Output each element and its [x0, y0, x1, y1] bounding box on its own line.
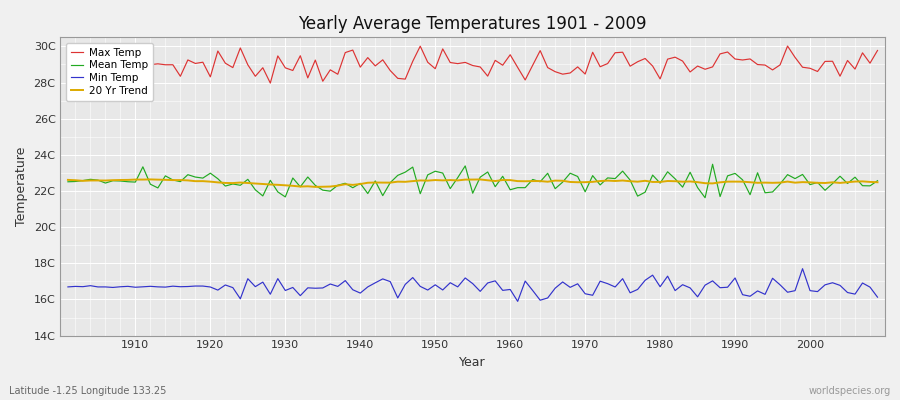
Max Temp — [340, 50, 351, 55]
20 Yr Trend — [609, 178, 620, 183]
20 Yr Trend — [295, 184, 306, 189]
Max Temp — [505, 52, 516, 57]
Mean Temp — [505, 187, 516, 192]
20 Yr Trend — [310, 184, 320, 189]
Min Temp — [62, 284, 73, 289]
20 Yr Trend — [512, 179, 523, 184]
Mean Temp — [872, 178, 883, 183]
Max Temp — [295, 53, 306, 58]
X-axis label: Year: Year — [459, 356, 486, 369]
Min Temp — [505, 287, 516, 292]
Line: Max Temp: Max Temp — [68, 46, 878, 83]
Mean Temp — [287, 176, 298, 180]
Max Temp — [872, 48, 883, 53]
Min Temp — [498, 288, 508, 293]
Mean Temp — [332, 183, 343, 188]
Min Temp — [287, 285, 298, 290]
Mean Temp — [498, 174, 508, 179]
20 Yr Trend — [145, 177, 156, 182]
Min Temp — [797, 266, 808, 271]
20 Yr Trend — [347, 182, 358, 187]
Max Temp — [62, 60, 73, 65]
Mean Temp — [595, 182, 606, 187]
Line: Mean Temp: Mean Temp — [68, 164, 878, 198]
Legend: Max Temp, Mean Temp, Min Temp, 20 Yr Trend: Max Temp, Mean Temp, Min Temp, 20 Yr Tre… — [66, 42, 153, 101]
Y-axis label: Temperature: Temperature — [15, 147, 28, 226]
Max Temp — [512, 65, 523, 70]
Title: Yearly Average Temperatures 1901 - 2009: Yearly Average Temperatures 1901 - 2009 — [299, 15, 647, 33]
Mean Temp — [62, 179, 73, 184]
Min Temp — [872, 295, 883, 300]
Mean Temp — [122, 179, 133, 184]
20 Yr Trend — [62, 178, 73, 182]
Min Temp — [332, 284, 343, 289]
Line: 20 Yr Trend: 20 Yr Trend — [68, 180, 878, 187]
Min Temp — [122, 284, 133, 289]
Min Temp — [512, 299, 523, 304]
Max Temp — [782, 44, 793, 48]
Max Temp — [122, 61, 133, 66]
Mean Temp — [707, 162, 718, 167]
Max Temp — [265, 81, 275, 86]
Min Temp — [602, 281, 613, 286]
20 Yr Trend — [520, 179, 531, 184]
20 Yr Trend — [872, 180, 883, 185]
Line: Min Temp: Min Temp — [68, 269, 878, 301]
Text: worldspecies.org: worldspecies.org — [809, 386, 891, 396]
20 Yr Trend — [122, 178, 133, 182]
Mean Temp — [699, 195, 710, 200]
Max Temp — [602, 61, 613, 66]
Text: Latitude -1.25 Longitude 133.25: Latitude -1.25 Longitude 133.25 — [9, 386, 166, 396]
